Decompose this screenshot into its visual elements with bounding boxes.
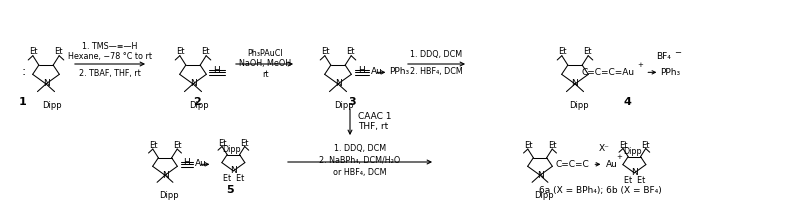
Text: rt: rt [261,69,269,78]
Text: CAAC 1: CAAC 1 [358,112,392,121]
Text: Et: Et [149,141,157,150]
Text: C=C=C: C=C=C [555,160,589,169]
Text: 2. TBAF, THF, rt: 2. TBAF, THF, rt [79,69,141,78]
Text: N: N [162,171,168,180]
Text: Et: Et [558,47,566,56]
Text: Dipp: Dipp [223,144,241,153]
Text: N: N [43,80,50,88]
Text: 1. DDQ, DCM: 1. DDQ, DCM [410,50,462,58]
Text: H: H [213,66,220,75]
Text: Et: Et [218,139,227,148]
Text: N: N [536,171,544,180]
Text: Et: Et [547,141,556,150]
Text: H: H [183,158,190,167]
Text: X⁻: X⁻ [599,144,610,153]
Text: N: N [190,80,197,88]
Text: PPh₃: PPh₃ [660,68,680,77]
Text: or HBF₄, DCM: or HBF₄, DCM [333,168,387,177]
Text: −: − [674,48,681,57]
Text: N: N [335,80,341,88]
Text: Au: Au [371,67,383,76]
Text: Dipp: Dipp [334,101,354,110]
Text: Et: Et [347,47,355,56]
Text: N: N [572,80,578,88]
Text: Et  Et: Et Et [223,174,244,183]
Text: Et: Et [55,47,63,56]
Text: Et: Et [176,47,184,56]
Text: Dipp: Dipp [534,191,554,200]
Text: N: N [631,168,638,177]
Text: 2. NaBPh₄, DCM/H₂O: 2. NaBPh₄, DCM/H₂O [319,155,401,164]
Text: 1. TMS—≡—H: 1. TMS—≡—H [82,41,137,50]
Text: +: + [638,62,643,68]
Text: Et: Et [29,47,37,56]
Text: Et: Et [173,141,181,150]
Text: Et: Et [584,47,592,56]
Text: BF₄: BF₄ [656,52,671,61]
Text: 5: 5 [226,185,234,195]
Text: Ph₃PAuCl: Ph₃PAuCl [247,49,283,58]
Text: Et: Et [321,47,329,56]
Text: 2. HBF₄, DCM: 2. HBF₄, DCM [410,67,462,75]
Text: Au: Au [607,160,619,169]
Text: Et  Et: Et Et [624,177,645,185]
Text: 1: 1 [19,97,27,107]
Text: Et: Et [524,141,532,150]
Text: +: + [616,154,623,160]
Text: PPh₃: PPh₃ [389,67,409,76]
Text: 4: 4 [623,97,631,107]
Text: 6a (X = BPh₄); 6b (X = BF₄): 6a (X = BPh₄); 6b (X = BF₄) [539,185,661,194]
Text: Hexane, −78 °C to rt: Hexane, −78 °C to rt [68,52,152,60]
Text: Et: Et [201,47,210,56]
Text: Dipp: Dipp [42,101,62,110]
Text: C=C=C=Au: C=C=C=Au [581,68,635,77]
Text: Dipp: Dipp [569,101,589,110]
Text: Et: Et [240,139,249,148]
Text: THF, rt: THF, rt [358,121,388,131]
Text: Au: Au [195,159,207,168]
Text: 3: 3 [348,97,356,107]
Text: :: : [21,65,25,78]
Text: Et: Et [619,141,627,150]
Text: Et: Et [641,141,649,150]
Text: N: N [230,166,237,175]
Text: H: H [358,66,365,75]
Text: Dipp: Dipp [160,191,179,200]
Text: Dipp: Dipp [189,101,209,110]
Text: 1. DDQ, DCM: 1. DDQ, DCM [334,144,386,153]
Text: Dipp: Dipp [623,146,642,155]
Text: NaOH, MeOH: NaOH, MeOH [239,58,291,67]
Text: 2: 2 [193,97,201,107]
